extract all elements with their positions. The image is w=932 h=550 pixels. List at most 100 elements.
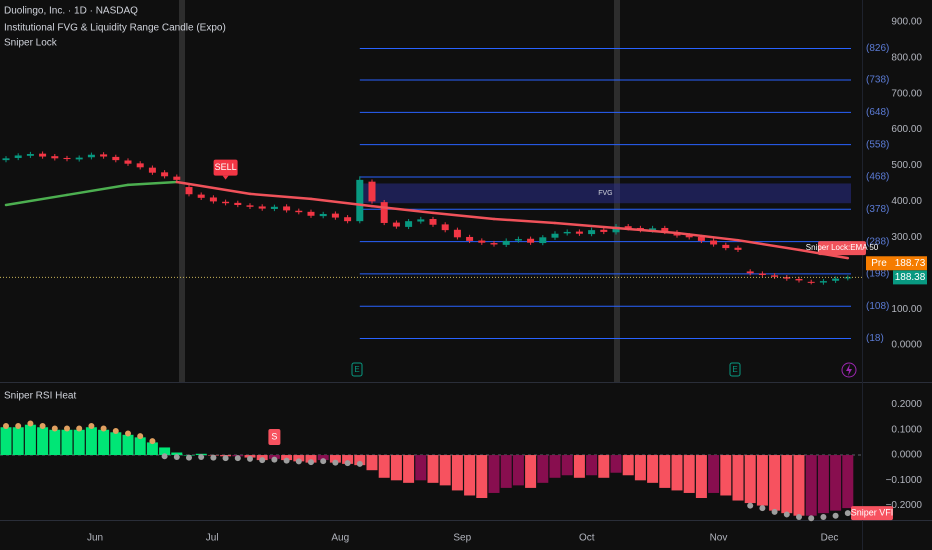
earnings-marker[interactable]: E xyxy=(729,362,741,377)
signal-dot xyxy=(783,511,790,518)
candle-body xyxy=(819,281,827,283)
signal-dot xyxy=(234,455,241,462)
heat-bar xyxy=(171,452,183,456)
ema-segment xyxy=(248,192,313,201)
candle-body xyxy=(527,238,535,243)
candle-body xyxy=(575,231,583,234)
signal-dot xyxy=(295,458,302,465)
heat-bar xyxy=(49,429,61,456)
level-label: (648) xyxy=(866,107,889,118)
level-label: (288) xyxy=(866,236,889,247)
heat-bar xyxy=(549,455,561,478)
heat-bar xyxy=(781,455,793,514)
candle-body xyxy=(87,154,95,158)
candle-body xyxy=(453,229,461,238)
signal-dot xyxy=(173,454,180,461)
indicator-name: Sniper Lock xyxy=(4,38,58,49)
candle-body xyxy=(429,219,437,225)
heat-bar xyxy=(622,455,634,476)
heat-bar xyxy=(0,427,12,456)
candle-body xyxy=(441,224,449,231)
signal-dot xyxy=(356,460,363,467)
y-tick-label: 0.2000 xyxy=(891,399,922,410)
candle-body xyxy=(283,206,291,211)
heat-bar xyxy=(720,455,732,496)
candle-body xyxy=(661,227,669,232)
signal-dot xyxy=(51,425,58,432)
heat-bar xyxy=(73,429,85,456)
earnings-marker[interactable]: E xyxy=(351,362,363,377)
ema-segment xyxy=(309,197,374,208)
indicator-name: Institutional FVG & Liquidity Range Cand… xyxy=(4,23,226,34)
candle-body xyxy=(502,240,510,245)
signal-dot xyxy=(832,512,839,519)
heat-bar xyxy=(805,455,817,516)
price-tag-label: 188.38 xyxy=(895,272,926,283)
candle-body xyxy=(148,167,156,173)
y-tick-label: −0.2000 xyxy=(886,500,923,511)
candle-body xyxy=(722,244,730,249)
candle-body xyxy=(734,247,742,250)
heat-bar xyxy=(464,455,476,496)
svg-text:E: E xyxy=(354,365,359,374)
candle-body xyxy=(380,202,388,223)
price-tag xyxy=(893,270,927,285)
candle-body xyxy=(209,197,217,202)
signal-dot xyxy=(247,455,253,462)
price-tag xyxy=(893,256,927,271)
level-label: (558) xyxy=(866,139,889,150)
signal-dot xyxy=(3,422,9,429)
candle-body xyxy=(392,222,400,227)
x-tick-label: Jul xyxy=(206,533,219,544)
signal-dot xyxy=(283,457,290,464)
heat-bar xyxy=(281,455,293,461)
heat-bar xyxy=(342,455,354,464)
candle-body xyxy=(600,229,608,232)
signal-dot xyxy=(88,422,95,429)
candle-body xyxy=(405,221,413,227)
signal-dot xyxy=(820,513,827,520)
y-tick-label: 800.00 xyxy=(891,52,922,63)
x-tick-label: Aug xyxy=(331,533,349,544)
heat-bar xyxy=(317,455,329,461)
heat-bar xyxy=(85,427,97,456)
sell-marker xyxy=(213,159,238,176)
candle-body xyxy=(563,231,571,234)
events-icon[interactable] xyxy=(841,362,857,378)
heat-bar xyxy=(439,455,451,486)
signal-dot xyxy=(76,425,83,432)
heat-bar xyxy=(146,442,158,456)
vfi-tag xyxy=(851,506,893,521)
candle-body xyxy=(14,155,22,158)
x-tick-label: Nov xyxy=(710,533,728,544)
heat-bar xyxy=(732,455,744,501)
heat-bar xyxy=(830,455,842,511)
level-label: (378) xyxy=(866,204,889,215)
sell-pointer xyxy=(222,175,229,180)
s-label: S xyxy=(271,431,277,441)
signal-dot xyxy=(844,510,851,517)
heat-bar xyxy=(61,429,73,456)
chart-title: Duolingo, Inc. · 1D · NASDAQ xyxy=(4,6,138,17)
heat-bar xyxy=(476,455,488,499)
y-tick-label: 0.0000 xyxy=(891,450,922,461)
signal-dot xyxy=(100,425,107,432)
indicator-name: Sniper RSI Heat xyxy=(4,391,76,402)
heat-bar xyxy=(427,455,439,483)
x-tick-label: Jun xyxy=(87,533,103,544)
candle-body xyxy=(478,240,486,243)
ema-segment xyxy=(431,211,496,221)
signal-dot xyxy=(271,456,278,463)
heat-bar xyxy=(293,455,305,462)
candle-body xyxy=(514,239,522,241)
fvg-zone xyxy=(359,183,851,204)
candle-body xyxy=(746,271,754,274)
candle-body xyxy=(624,226,632,229)
ema-segment xyxy=(736,238,801,252)
candle-body xyxy=(319,213,327,217)
signal-dot xyxy=(125,430,131,437)
signal-dot xyxy=(308,459,314,466)
ema-segment xyxy=(126,180,179,187)
candle-body xyxy=(771,275,779,277)
y-tick-label: 0.1000 xyxy=(891,424,922,435)
